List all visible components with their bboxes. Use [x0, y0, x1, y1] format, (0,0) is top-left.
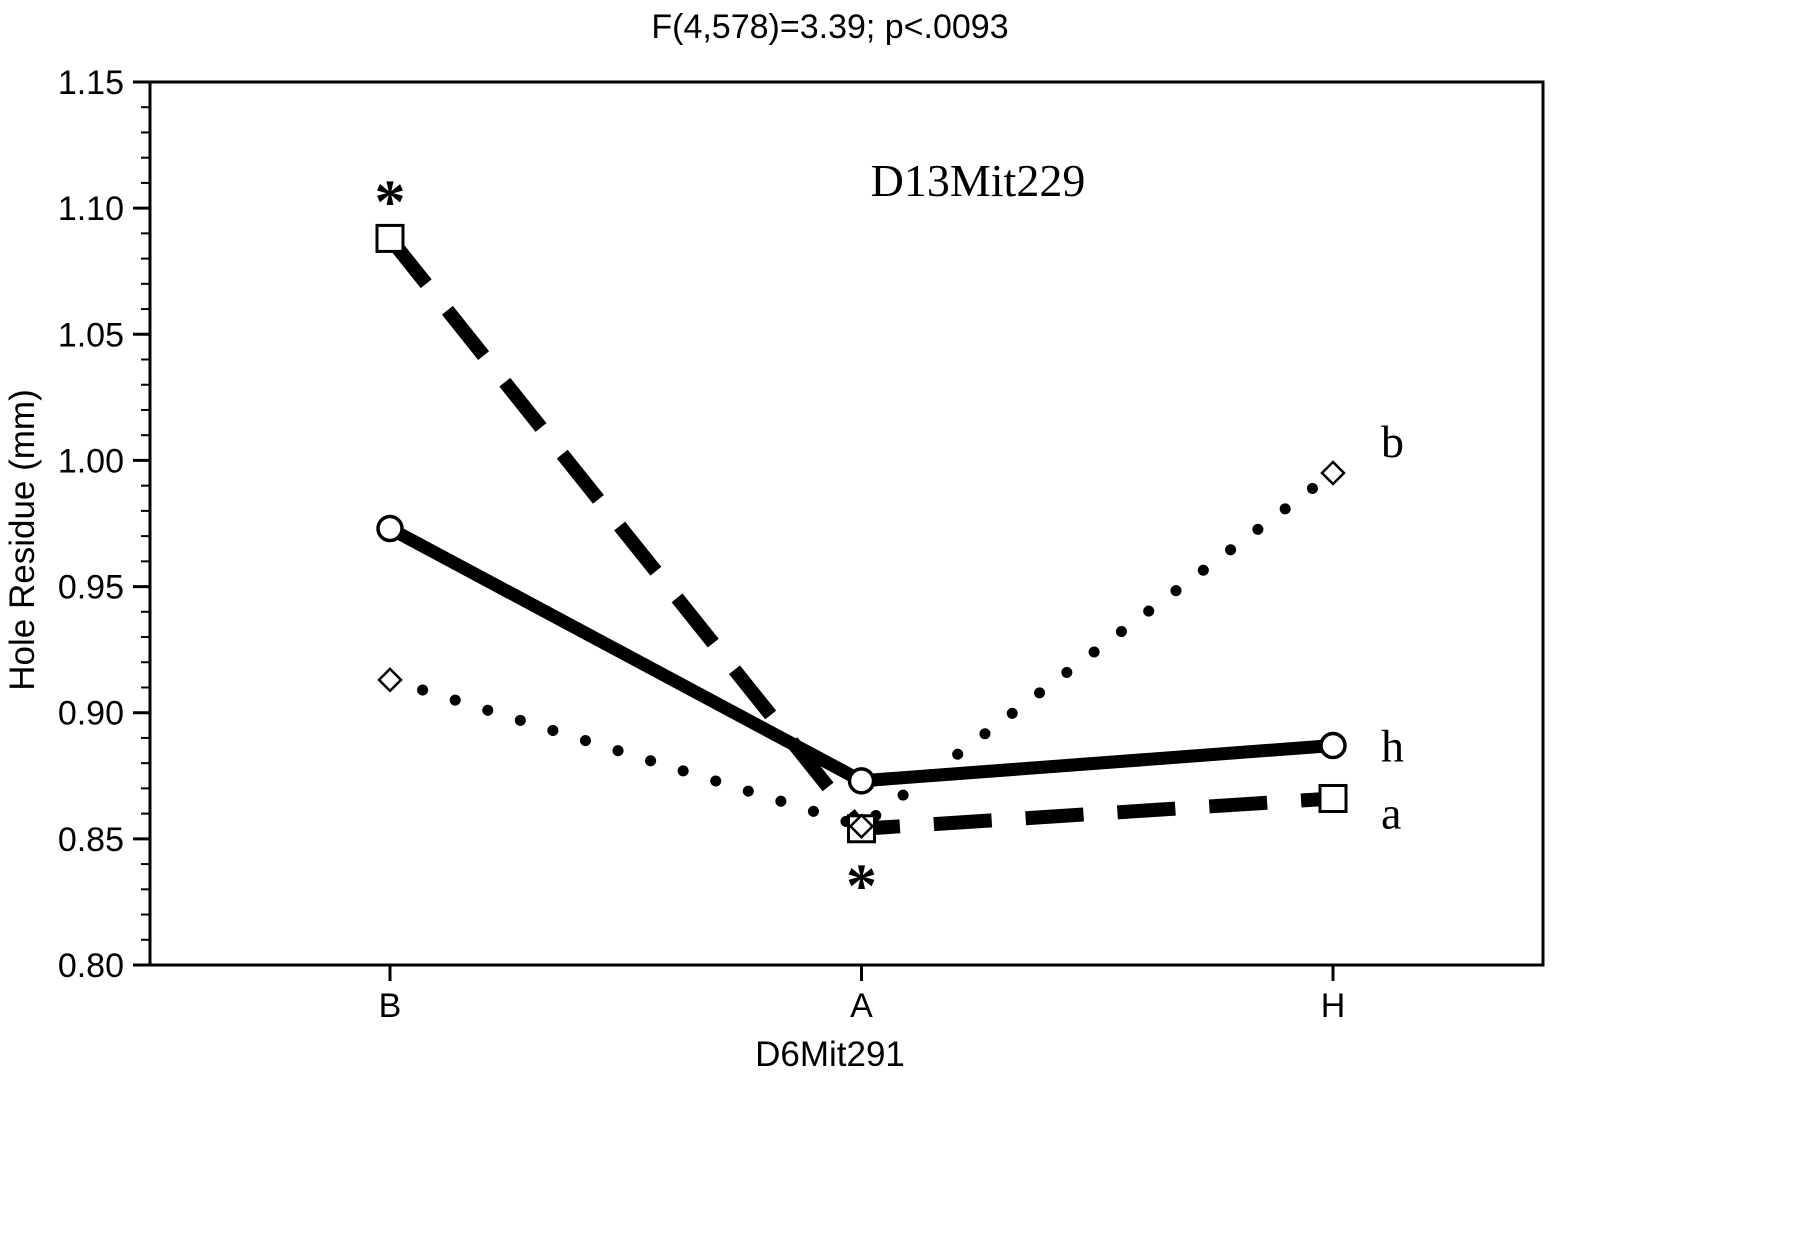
diamond-marker-b: [1320, 460, 1346, 486]
chart-title: F(4,578)=3.39; p<.0093: [651, 8, 1008, 46]
circle-marker-h: [847, 767, 876, 795]
series-label-b: b: [1381, 416, 1404, 467]
y-tick-label: 1.05: [58, 316, 124, 354]
y-tick-label: 0.80: [58, 947, 124, 985]
y-tick-label: 1.00: [58, 442, 124, 480]
series-line-h: [386, 522, 1334, 788]
y-tick-label: 0.95: [58, 569, 124, 607]
plot-area: 0.80 0.85 0.90 0.95 1.00 1.05 1.10 1.15 B A Hah b * *: [58, 64, 1545, 1025]
series-label-a: a: [1381, 787, 1401, 838]
y-axis-title: Hole Residue (mm): [3, 389, 42, 690]
circle-marker-h: [1319, 731, 1347, 760]
series-label-h: h: [1381, 721, 1404, 772]
locus-annotation: D13Mit229: [871, 155, 1086, 206]
y-tick-label: 0.90: [58, 695, 124, 733]
diamond-marker-b: [848, 813, 875, 840]
y-tick-label: 1.15: [58, 64, 124, 102]
x-axis-title: D6Mit291: [755, 1035, 905, 1074]
diamond-marker-b: [377, 667, 403, 693]
significance-asterisk-1: *: [375, 169, 406, 237]
circle-marker-h: [376, 514, 404, 543]
series-line-a: [384, 234, 1334, 836]
x-tick-label: A: [850, 987, 873, 1025]
series-line-b: [384, 467, 1339, 833]
y-tick-label: 0.85: [58, 821, 124, 859]
significance-asterisk-2: *: [846, 852, 877, 920]
square-marker-a: [1318, 783, 1348, 813]
plot-frame: [148, 80, 1545, 967]
y-tick-label: 1.10: [58, 190, 124, 228]
x-tick-label: B: [379, 987, 402, 1025]
x-tick-label: H: [1321, 987, 1346, 1025]
square-marker-a: [375, 223, 405, 253]
